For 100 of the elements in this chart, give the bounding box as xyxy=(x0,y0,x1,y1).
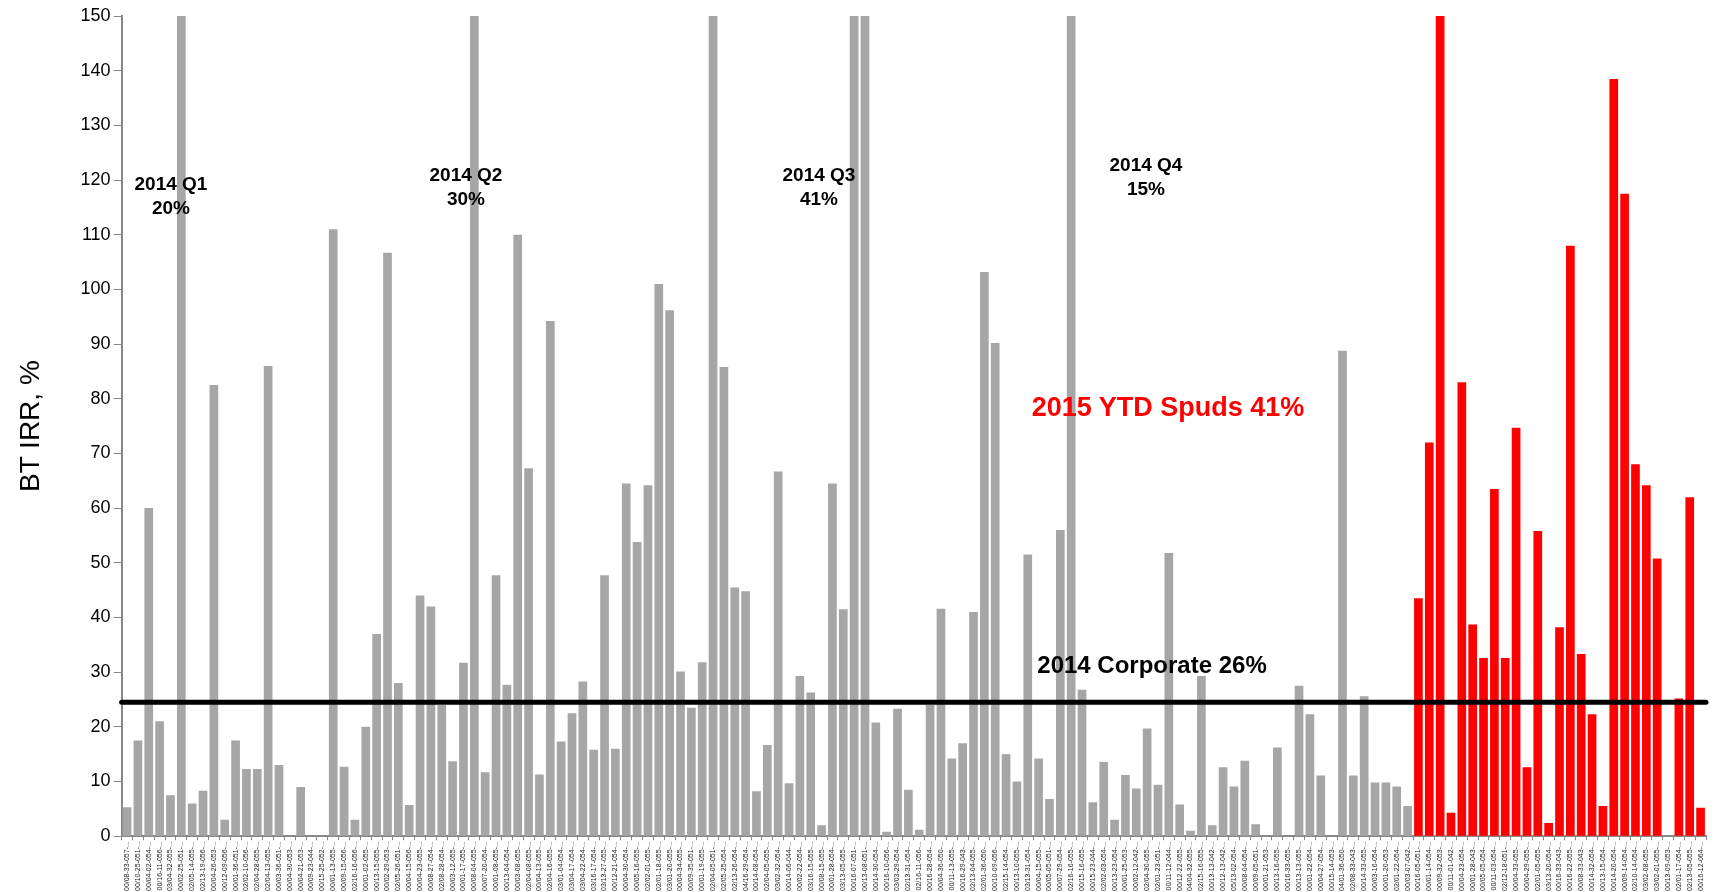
y-tick-label: 90 xyxy=(90,333,111,354)
bar xyxy=(1696,807,1705,836)
bar xyxy=(1652,558,1662,836)
bar xyxy=(1023,554,1033,836)
bar xyxy=(762,744,772,836)
bar xyxy=(252,768,262,836)
bar xyxy=(578,681,588,836)
bar xyxy=(545,321,555,836)
bar xyxy=(437,704,447,836)
bar xyxy=(1153,784,1163,836)
y-tick-label: 20 xyxy=(90,715,111,736)
bar xyxy=(535,774,544,836)
bar xyxy=(1685,497,1695,836)
bar xyxy=(893,708,902,836)
bar xyxy=(1446,812,1456,836)
bar xyxy=(524,468,533,836)
y-tick-label: 80 xyxy=(90,387,111,408)
bar xyxy=(600,575,609,836)
y-tick-label: 30 xyxy=(90,661,111,682)
bar xyxy=(1110,819,1119,836)
bar xyxy=(1392,786,1402,836)
bar xyxy=(947,758,957,836)
bar xyxy=(1131,788,1141,836)
bar xyxy=(187,803,197,836)
bar xyxy=(1034,758,1043,836)
bar xyxy=(1186,830,1195,836)
bar xyxy=(1229,786,1239,836)
bar xyxy=(415,595,425,836)
bar xyxy=(773,471,783,836)
bar xyxy=(1348,775,1358,836)
bar xyxy=(1359,696,1369,836)
bar xyxy=(242,768,251,836)
bar xyxy=(860,16,870,836)
bar xyxy=(1273,747,1282,836)
bar xyxy=(1620,193,1629,836)
bar xyxy=(1479,657,1488,836)
bar xyxy=(1468,624,1478,836)
bar xyxy=(1175,804,1185,836)
bar xyxy=(1511,427,1521,836)
bar xyxy=(914,829,924,836)
annotation: 2014 Q4 15% xyxy=(1109,153,1183,199)
bar xyxy=(882,831,892,836)
bar xyxy=(871,722,881,836)
bar xyxy=(936,608,946,836)
bar xyxy=(1490,488,1499,836)
bar xyxy=(394,683,403,836)
bar xyxy=(155,721,164,836)
bar xyxy=(383,252,392,836)
annotation: 2014 Q2 30% xyxy=(429,163,503,209)
bar xyxy=(904,789,913,836)
bar xyxy=(296,786,306,836)
bar xyxy=(1381,782,1391,836)
bar xyxy=(1566,245,1575,836)
bar xyxy=(513,234,523,836)
y-tick-label: 40 xyxy=(90,606,111,627)
bar xyxy=(654,283,664,836)
y-axis-title: BT IRR, % xyxy=(13,360,45,492)
y-tick-label: 60 xyxy=(90,497,111,518)
bar xyxy=(806,692,816,836)
bar xyxy=(1424,442,1434,836)
bar xyxy=(632,542,642,836)
bar xyxy=(969,612,978,836)
bar xyxy=(220,819,230,836)
bar xyxy=(1121,774,1130,836)
bar xyxy=(1631,464,1640,836)
bar xyxy=(1555,627,1564,836)
bar xyxy=(459,662,468,836)
bar xyxy=(231,740,240,836)
bar xyxy=(1251,824,1260,836)
bar xyxy=(404,805,414,836)
annotation: 2014 Q1 20% xyxy=(134,172,208,218)
bar xyxy=(980,271,989,836)
bar xyxy=(665,310,674,836)
bar xyxy=(1099,761,1109,836)
bar xyxy=(784,783,794,836)
annotation: 2014 Q3 41% xyxy=(782,163,856,209)
bar xyxy=(1403,806,1412,836)
bar xyxy=(567,713,577,836)
y-tick-label: 100 xyxy=(80,278,111,299)
bar xyxy=(1609,78,1619,836)
bar xyxy=(480,772,490,836)
y-tick-label: 120 xyxy=(80,169,111,190)
bar xyxy=(643,485,653,836)
y-tick-label: 150 xyxy=(80,4,111,25)
bar xyxy=(491,575,501,836)
y-tick-label: 130 xyxy=(80,114,111,135)
bar xyxy=(1598,806,1608,836)
bar xyxy=(122,807,132,836)
bar xyxy=(1522,767,1532,836)
bar xyxy=(328,229,338,836)
bar xyxy=(676,671,685,836)
bar xyxy=(1045,799,1054,836)
bar xyxy=(1338,350,1347,836)
bar xyxy=(1305,714,1315,836)
bar xyxy=(361,726,371,836)
bar xyxy=(1544,823,1553,836)
bar xyxy=(1142,728,1152,836)
bar xyxy=(1435,16,1445,836)
bar xyxy=(752,791,761,836)
bar xyxy=(448,761,457,836)
